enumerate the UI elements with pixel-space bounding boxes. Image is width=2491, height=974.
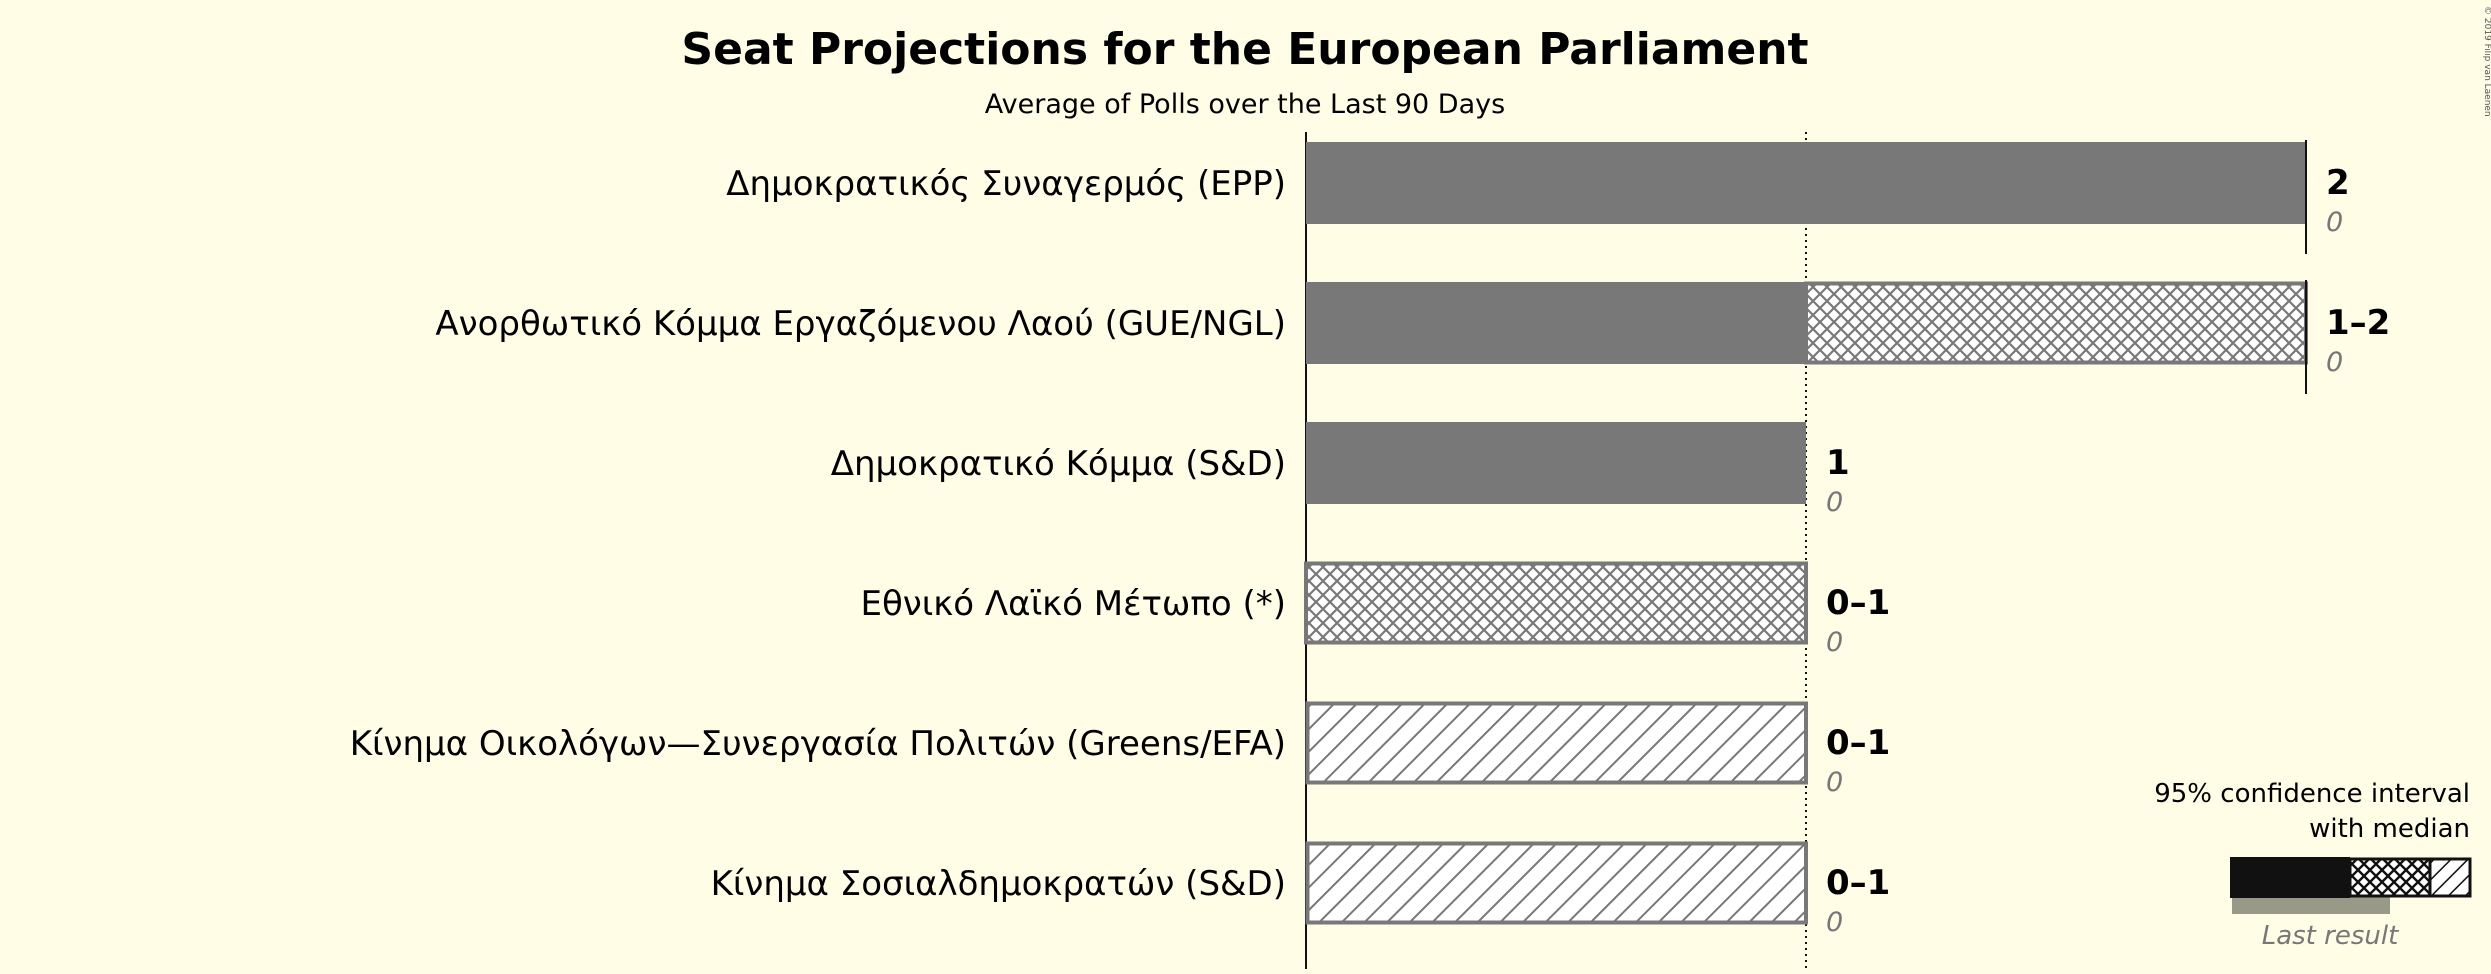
- legend-crosshatch-swatch: [2348, 857, 2432, 898]
- bar-solid: [1306, 422, 1806, 504]
- range-label: 1–2: [2326, 303, 2390, 343]
- legend: 95% confidence interval with median Last…: [2154, 779, 2472, 951]
- legend-last-result-swatch: [2232, 896, 2390, 914]
- bar-diagonal: [1305, 701, 1808, 785]
- legend-title-line2: with median: [2309, 814, 2470, 844]
- party-label: Κίνημα Σοσιαλδημοκρατών (S&D): [711, 864, 1286, 904]
- last-result-label: 0: [1826, 487, 1843, 518]
- legend-title-line1: 95% confidence interval: [2154, 779, 2470, 809]
- party-label: Ανορθωτικό Κόμμα Εργαζόμενου Λαού (GUE/N…: [435, 304, 1286, 344]
- range-label: 1: [1826, 443, 1850, 483]
- legend-diagonal-swatch: [2428, 857, 2472, 898]
- bar-solid: [1306, 282, 1806, 364]
- bar-crosshatch: [1804, 281, 2308, 365]
- party-label: Εθνικό Λαϊκό Μέτωπο (*): [860, 584, 1286, 624]
- range-label: 0–1: [1826, 863, 1890, 903]
- chart-subtitle: Average of Polls over the Last 90 Days: [985, 89, 1505, 120]
- range-label: 0–1: [1826, 723, 1890, 763]
- last-result-label: 0: [1826, 767, 1843, 798]
- last-result-label: 0: [1826, 907, 1843, 938]
- party-label: Δημοκρατικός Συναγερμός (EPP): [726, 164, 1286, 204]
- last-result-label: 0: [2326, 347, 2343, 378]
- bar-solid: [1306, 142, 2306, 224]
- party-label: Δημοκρατικό Κόμμα (S&D): [831, 444, 1286, 484]
- chart-title: Seat Projections for the European Parlia…: [681, 24, 1808, 75]
- legend-last-result-label: Last result: [2262, 921, 2399, 951]
- party-label: Κίνημα Οικολόγων—Συνεργασία Πολιτών (Gre…: [350, 724, 1286, 764]
- range-label: 2: [2326, 163, 2350, 203]
- bar-diagonal: [1305, 841, 1808, 925]
- copyright-text: © 2019 Filip van Laenen: [2482, 6, 2491, 117]
- bar-crosshatch: [1304, 561, 1808, 645]
- bars-group: Δημοκρατικός Συναγερμός (EPP) 2 0 Ανορθωτικ…: [350, 132, 2390, 969]
- legend-solid-swatch: [2230, 857, 2350, 898]
- range-label: 0–1: [1826, 583, 1890, 623]
- last-result-label: 0: [2326, 207, 2343, 238]
- last-result-label: 0: [1826, 627, 1843, 658]
